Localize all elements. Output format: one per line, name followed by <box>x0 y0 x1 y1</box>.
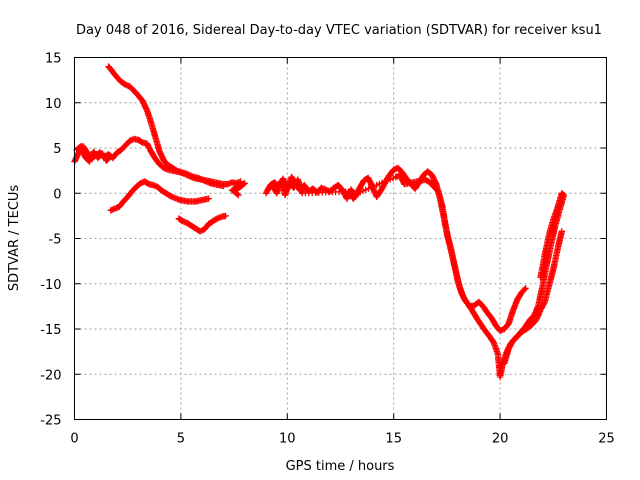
data-point <box>353 191 360 198</box>
data-point <box>558 228 565 235</box>
data-point <box>530 312 538 319</box>
data-point <box>145 144 153 151</box>
data-point <box>540 300 548 307</box>
y-tick-label: -25 <box>40 414 61 429</box>
y-tick-label: 10 <box>45 97 62 112</box>
series-arc-6 <box>228 180 248 199</box>
data-point <box>183 171 190 178</box>
data-point <box>370 183 378 190</box>
x-axis-label: GPS time / hours <box>286 459 395 474</box>
data-point <box>384 177 391 184</box>
data-point <box>106 154 113 161</box>
x-tick-label: 25 <box>598 432 615 447</box>
data-point <box>107 152 114 160</box>
y-tick-label: -15 <box>40 323 61 338</box>
data-point <box>379 183 387 190</box>
grid <box>74 57 607 420</box>
data-point <box>205 195 212 202</box>
y-tick-label: 15 <box>45 52 62 67</box>
x-tick-label: 10 <box>279 432 296 447</box>
y-axis-label: SDTVAR / TECUs <box>7 185 22 292</box>
series-arc-5 <box>175 212 229 235</box>
data-point <box>291 183 298 190</box>
data-point <box>235 191 242 199</box>
data-point <box>522 285 529 292</box>
x-tick-label: 5 <box>177 432 185 447</box>
series-arc-8 <box>264 171 565 381</box>
data-series <box>71 63 568 381</box>
plot-frame <box>74 57 607 420</box>
x-tick-label: 0 <box>70 432 78 447</box>
data-point <box>222 212 229 220</box>
series-arc-2 <box>73 143 114 165</box>
chart-title: Day 048 of 2016, Sidereal Day-to-day VTE… <box>76 23 602 38</box>
series-arc-3 <box>105 63 244 188</box>
data-point <box>521 286 528 293</box>
data-point <box>354 190 361 197</box>
data-point <box>362 186 369 193</box>
data-point <box>122 81 129 88</box>
data-point <box>506 344 513 351</box>
y-tick-label: 5 <box>53 142 61 157</box>
y-tick-label: -10 <box>40 278 61 293</box>
series-arc-4 <box>107 178 212 214</box>
y-tick-label: -20 <box>40 368 61 383</box>
x-tick-label: 15 <box>385 432 402 447</box>
series-arc-9 <box>501 190 568 367</box>
y-tick-label: 0 <box>53 187 61 202</box>
data-point <box>378 179 386 186</box>
x-tick-label: 20 <box>492 432 509 447</box>
axis-tick-labels: 0 5 10 15 20 25 -25 -20 -15 -10 -5 0 5 10 15 <box>40 52 615 447</box>
data-point <box>234 191 241 198</box>
data-point <box>537 274 544 281</box>
y-tick-label: -5 <box>49 233 62 248</box>
